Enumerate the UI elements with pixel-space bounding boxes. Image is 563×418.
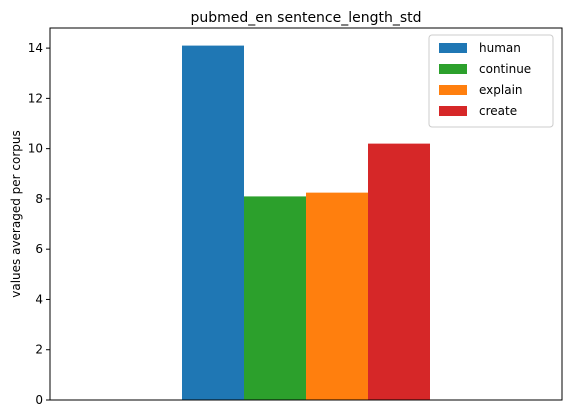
legend-box [428,34,554,128]
legend-label-human: human [479,41,521,55]
y-tick-label: 10 [28,142,43,156]
y-tick-label: 8 [35,192,43,206]
y-tick-label: 0 [35,393,43,407]
legend-swatch-human [439,43,467,53]
y-tick-label: 4 [35,292,43,306]
legend-label-explain: explain [479,83,523,97]
y-tick-label: 12 [28,91,43,105]
bars-group [182,45,430,400]
y-tick-label: 2 [35,343,43,357]
bar-explain [306,192,368,400]
legend-label-create: create [479,104,517,118]
y-tick-label: 14 [28,41,43,55]
legend: human continue explain create [428,34,554,128]
y-tick-label: 6 [35,242,43,256]
y-axis-label: values averaged per corpus [9,130,23,298]
bar-create [368,143,430,400]
plot-frame [49,27,563,401]
legend-swatch-create [439,106,467,116]
chart-title: pubmed_en sentence_length_std [190,10,421,26]
legend-label-continue: continue [479,62,531,76]
legend-swatch-continue [439,64,467,74]
y-axis-ticks: 0 2 4 6 8 10 12 14 [28,41,50,407]
legend-swatch-explain [439,85,467,95]
bar-human [182,45,244,400]
bar-continue [244,196,306,400]
